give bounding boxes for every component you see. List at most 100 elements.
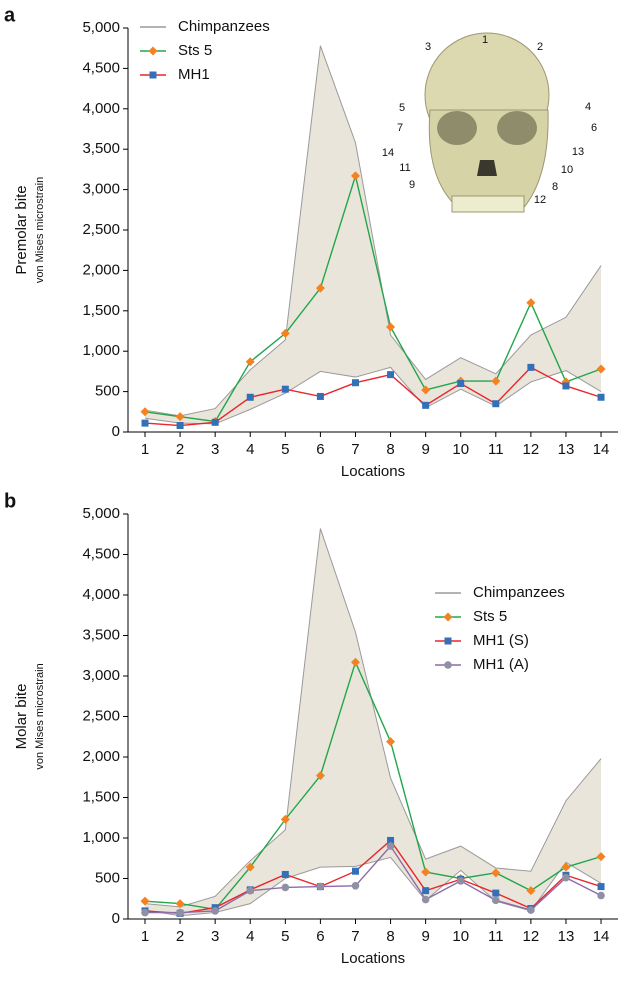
marker bbox=[315, 283, 325, 293]
band-upper-edge bbox=[144, 528, 602, 908]
marker bbox=[492, 889, 500, 897]
y-tick-label: 4,000 bbox=[82, 586, 120, 603]
y-axis-label: Premolar bite bbox=[13, 185, 30, 274]
x-tick-label: 8 bbox=[386, 928, 394, 945]
x-tick-label: 2 bbox=[176, 441, 184, 458]
skull-location-label: 9 bbox=[409, 179, 415, 191]
marker bbox=[386, 842, 395, 850]
marker bbox=[492, 896, 500, 905]
y-tick-label: 1,000 bbox=[82, 342, 120, 359]
x-tick-label: 1 bbox=[141, 928, 149, 945]
marker bbox=[350, 657, 360, 667]
marker bbox=[280, 328, 290, 338]
marker bbox=[456, 877, 465, 885]
panel-label: b bbox=[4, 490, 16, 512]
skull-location-label: 6 bbox=[591, 122, 597, 134]
y-tick-label: 3,000 bbox=[82, 667, 120, 684]
y-tick-label: 0 bbox=[112, 910, 120, 927]
x-tick-label: 14 bbox=[593, 441, 610, 458]
marker bbox=[387, 371, 395, 379]
marker bbox=[562, 873, 570, 882]
legend-label: Chimpanzees bbox=[473, 584, 565, 601]
x-tick-label: 10 bbox=[452, 928, 469, 945]
x-tick-label: 13 bbox=[558, 441, 575, 458]
y-tick-label: 4,500 bbox=[82, 545, 120, 562]
marker bbox=[421, 385, 431, 395]
marker bbox=[526, 298, 536, 308]
x-tick-label: 12 bbox=[523, 441, 540, 458]
y-tick-label: 2,500 bbox=[82, 707, 120, 724]
marker bbox=[175, 899, 185, 909]
marker bbox=[491, 868, 501, 878]
x-axis-label: Locations bbox=[341, 463, 405, 480]
marker bbox=[386, 737, 396, 747]
x-tick-label: 7 bbox=[351, 441, 359, 458]
x-tick-label: 10 bbox=[452, 441, 469, 458]
marker bbox=[176, 908, 184, 917]
marker bbox=[597, 891, 605, 900]
marker bbox=[597, 393, 605, 401]
series-line bbox=[144, 839, 602, 915]
y-axis-label: Molar bite bbox=[13, 684, 30, 750]
x-tick-label: 6 bbox=[316, 928, 324, 945]
panel-label: a bbox=[4, 4, 16, 26]
marker bbox=[175, 412, 185, 422]
y-tick-label: 3,500 bbox=[82, 140, 120, 157]
marker bbox=[141, 908, 149, 917]
series-line bbox=[144, 660, 602, 911]
x-tick-label: 9 bbox=[421, 441, 429, 458]
skull-location-label: 10 bbox=[561, 164, 573, 176]
marker bbox=[281, 385, 289, 393]
marker bbox=[280, 814, 290, 824]
marker bbox=[281, 870, 289, 878]
x-tick-label: 6 bbox=[316, 441, 324, 458]
skull-location-label: 14 bbox=[382, 147, 394, 159]
marker bbox=[457, 380, 465, 388]
x-tick-label: 9 bbox=[421, 928, 429, 945]
x-tick-label: 3 bbox=[211, 928, 219, 945]
skull-location-label: 11 bbox=[399, 162, 410, 174]
x-tick-label: 14 bbox=[593, 928, 610, 945]
x-tick-label: 8 bbox=[386, 441, 394, 458]
legend-label: Sts 5 bbox=[178, 42, 212, 59]
marker bbox=[176, 422, 184, 430]
skull-location-label: 8 bbox=[552, 181, 558, 193]
series-line bbox=[145, 844, 602, 914]
marker bbox=[444, 637, 452, 645]
y-tick-label: 5,000 bbox=[82, 505, 120, 522]
band-upper-edge bbox=[144, 45, 602, 417]
x-tick-label: 11 bbox=[488, 928, 504, 945]
y-tick-label: 1,000 bbox=[82, 829, 120, 846]
x-tick-label: 13 bbox=[558, 928, 575, 945]
skull-location-label: 4 bbox=[585, 101, 591, 113]
legend-label: MH1 (A) bbox=[473, 656, 529, 673]
marker bbox=[316, 882, 325, 891]
y-tick-label: 0 bbox=[112, 423, 120, 440]
marker bbox=[350, 171, 360, 181]
marker bbox=[351, 867, 359, 875]
marker bbox=[444, 661, 452, 669]
skull-location-label: 1 bbox=[482, 34, 488, 46]
y-tick-label: 500 bbox=[95, 869, 120, 886]
marker bbox=[211, 907, 219, 915]
marker bbox=[351, 881, 360, 890]
y-axis-sublabel: von Mises microstrain bbox=[34, 177, 46, 283]
marker bbox=[245, 862, 255, 872]
x-tick-label: 3 bbox=[211, 441, 219, 458]
marker bbox=[443, 612, 453, 622]
legend-label: MH1 (S) bbox=[473, 632, 529, 649]
skull-location-label: 5 bbox=[399, 102, 405, 114]
marker bbox=[562, 382, 570, 390]
marker bbox=[526, 886, 536, 896]
band-lower-edge bbox=[144, 856, 602, 917]
skull-location-label: 12 bbox=[534, 194, 546, 206]
marker bbox=[351, 379, 359, 387]
y-axis-sublabel: von Mises microstrain bbox=[34, 663, 46, 769]
marker bbox=[246, 393, 254, 401]
skull-location-label: 3 bbox=[425, 41, 431, 53]
x-tick-label: 4 bbox=[246, 928, 254, 945]
marker bbox=[596, 852, 606, 862]
marker bbox=[148, 46, 158, 56]
x-tick-label: 1 bbox=[141, 441, 149, 458]
